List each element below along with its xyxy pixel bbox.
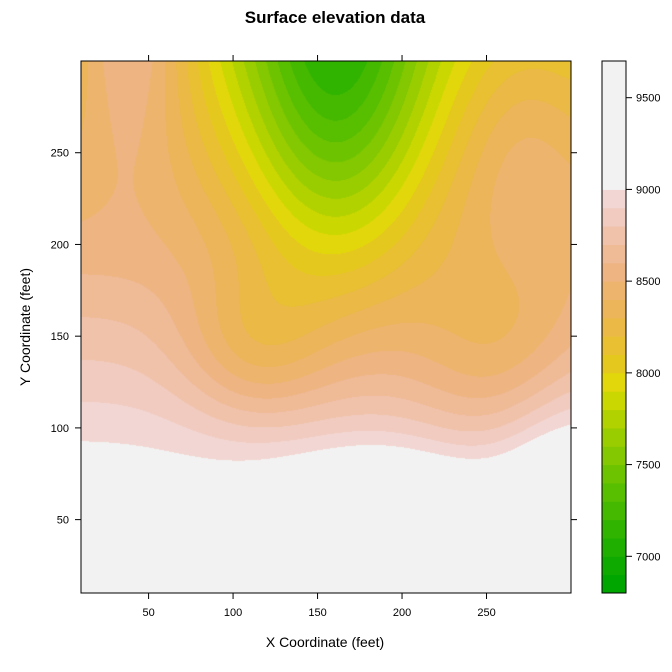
- y-axis: 50 100 150 200 250: [51, 148, 577, 527]
- colorbar-swatch: [602, 116, 626, 135]
- colorbar-swatch: [602, 207, 626, 227]
- y-tick-label: 200: [51, 239, 69, 251]
- colorbar-swatch: [602, 317, 626, 337]
- colorbar-swatch: [602, 171, 626, 190]
- colorbar-ticks: 7000 7500 8000 8500 9000 9500: [626, 93, 660, 563]
- chart-title: Surface elevation data: [245, 8, 426, 27]
- colorbar-swatch: [602, 501, 626, 521]
- plot-area: [80, 60, 572, 594]
- x-tick-label: 150: [308, 607, 326, 619]
- colorbar-swatch: [602, 464, 626, 484]
- x-axis-label: X Coordinate (feet): [266, 634, 384, 650]
- colorbar-swatch: [602, 97, 626, 117]
- colorbar-tick-label: 8500: [636, 276, 660, 288]
- colorbar-swatch: [602, 134, 626, 154]
- colorbar-swatch: [602, 281, 626, 300]
- colorbar-tick-label: 9000: [636, 184, 660, 196]
- colorbar-tick-label: 8000: [636, 368, 660, 380]
- colorbar-swatches: [602, 61, 626, 594]
- colorbar-swatch: [602, 79, 626, 99]
- y-tick-label: 250: [51, 148, 69, 160]
- colorbar-swatch: [602, 519, 626, 539]
- colorbar-frame: [601, 60, 627, 594]
- colorbar-tick-label: 7000: [636, 551, 660, 563]
- colorbar-swatch: [602, 299, 626, 319]
- x-tick-label: 50: [142, 607, 154, 619]
- elevation-surface: [81, 61, 571, 593]
- colorbar-swatch: [602, 226, 626, 245]
- colorbar-swatch: [602, 574, 626, 594]
- y-tick-label: 100: [51, 423, 69, 435]
- colorbar-swatch: [602, 336, 626, 356]
- plot-frame: [80, 60, 572, 594]
- x-tick-label: 200: [393, 607, 411, 619]
- x-tick-label: 250: [477, 607, 495, 619]
- x-axis: 50 100 150 200 250: [142, 55, 496, 619]
- y-axis-label: Y Coordinate (feet): [17, 268, 33, 386]
- colorbar-swatch: [602, 391, 626, 411]
- colorbar: 7000 7500 8000 8500 9000 9500: [601, 60, 660, 594]
- colorbar-swatch: [602, 262, 626, 282]
- colorbar-swatch: [602, 189, 626, 209]
- colorbar-swatch: [602, 446, 626, 466]
- colorbar-swatch: [602, 556, 626, 576]
- colorbar-swatch: [602, 427, 626, 447]
- colorbar-swatch: [602, 61, 626, 80]
- colorbar-tick-label: 9500: [636, 93, 660, 105]
- colorbar-swatch: [602, 537, 626, 557]
- colorbar-swatch: [602, 409, 626, 429]
- colorbar-swatch: [602, 482, 626, 502]
- colorbar-swatch: [602, 152, 626, 172]
- colorbar-swatch: [602, 372, 626, 392]
- y-tick-label: 50: [57, 515, 69, 527]
- x-tick-label: 100: [224, 607, 242, 619]
- colorbar-swatch: [602, 244, 626, 264]
- y-tick-label: 150: [51, 331, 69, 343]
- colorbar-swatch: [602, 354, 626, 374]
- colorbar-tick-label: 7500: [636, 460, 660, 472]
